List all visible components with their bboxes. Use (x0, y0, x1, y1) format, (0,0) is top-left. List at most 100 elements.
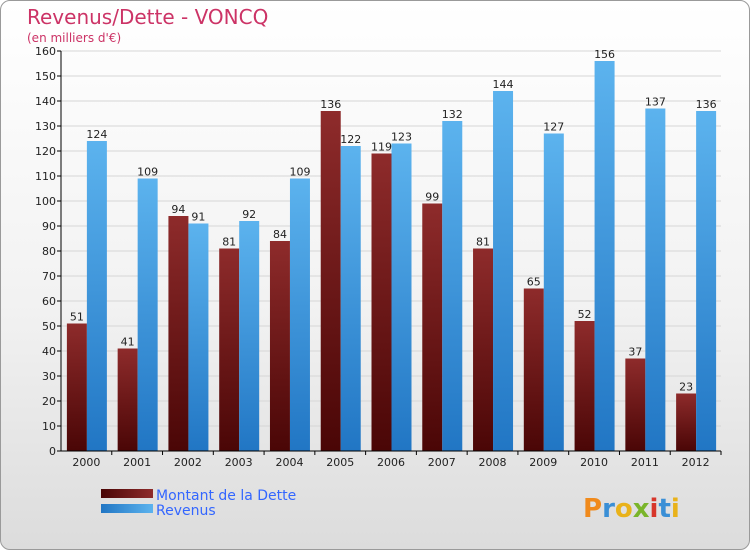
legend: Montant de la Dette Revenus (101, 488, 296, 519)
data-label-dette: 23 (679, 381, 693, 394)
chart-subtitle: (en milliers d'€) (27, 31, 121, 45)
bar-dette (523, 288, 544, 451)
bar-dette (625, 358, 646, 451)
y-tick-label: 40 (42, 345, 56, 358)
legend-label-revenus: Revenus (156, 503, 216, 519)
y-tick-label: 150 (35, 70, 56, 83)
data-label-revenus: 127 (543, 121, 564, 134)
bar-revenus (442, 121, 463, 451)
data-label-dette: 136 (320, 98, 341, 111)
bar-dette (168, 216, 189, 451)
bar-revenus (137, 178, 158, 451)
y-tick-label: 140 (35, 95, 56, 108)
y-tick-label: 70 (42, 270, 56, 283)
y-tick-label: 90 (42, 220, 56, 233)
y-tick-label: 30 (42, 370, 56, 383)
y-tick-label: 160 (35, 45, 56, 58)
y-tick-label: 50 (42, 320, 56, 333)
data-label-revenus: 136 (696, 98, 717, 111)
legend-swatch-debt (101, 489, 153, 498)
x-tick-label: 2006 (377, 456, 405, 469)
x-tick-label: 2007 (428, 456, 456, 469)
proxiti-logo: Proxiti (583, 494, 680, 524)
data-label-dette: 84 (273, 228, 287, 241)
x-tick-label: 2009 (529, 456, 557, 469)
data-label-revenus: 123 (391, 131, 412, 144)
x-tick-label: 2011 (631, 456, 659, 469)
data-label-dette: 65 (527, 276, 541, 289)
bar-dette (371, 153, 392, 451)
bar-dette (219, 248, 240, 451)
data-label-dette: 119 (371, 141, 392, 154)
bar-revenus (239, 221, 260, 451)
bar-revenus (696, 111, 717, 451)
data-label-dette: 81 (222, 236, 236, 249)
data-label-revenus: 91 (191, 211, 205, 224)
bar-dette (117, 348, 138, 451)
bar-revenus (188, 223, 209, 451)
x-tick-label: 2012 (682, 456, 710, 469)
bar-dette (320, 111, 341, 451)
bar-dette (269, 241, 290, 451)
data-label-dette: 52 (578, 308, 592, 321)
bar-revenus (594, 61, 615, 451)
x-tick-label: 2002 (174, 456, 202, 469)
logo-letter: P (583, 494, 602, 524)
legend-swatch-revenus (101, 504, 153, 513)
y-tick-label: 110 (35, 170, 56, 183)
bar-revenus (543, 133, 564, 451)
bar-dette (473, 248, 494, 451)
x-tick-label: 2000 (72, 456, 100, 469)
data-label-revenus: 132 (442, 108, 463, 121)
data-label-dette: 81 (476, 236, 490, 249)
data-label-revenus: 109 (137, 166, 158, 179)
data-label-revenus: 92 (242, 208, 256, 221)
x-tick-label: 2003 (225, 456, 253, 469)
bar-revenus (289, 178, 310, 451)
bar-revenus (645, 108, 666, 451)
x-axis-ticks: 2000 2001 2002 2003 2004 2005 2006 2007 2008 2009… (72, 451, 722, 469)
y-axis-ticks: 0 10 20 30 40 50 60 70 80 90 100 110 120 130 140 150 160 (35, 45, 61, 458)
data-label-dette: 41 (121, 336, 135, 349)
legend-label-debt: Montant de la Dette (156, 488, 296, 504)
logo-text: Proxiti (583, 494, 680, 524)
logo-letter: i (671, 494, 680, 524)
data-label-revenus: 137 (645, 96, 666, 109)
logo-letter: x (633, 494, 650, 524)
bar-revenus (391, 143, 412, 451)
logo-letter: r (602, 494, 615, 524)
bar-dette (422, 203, 443, 451)
bar-dette (574, 321, 595, 451)
data-label-dette: 37 (628, 346, 642, 359)
bars (66, 61, 717, 451)
y-tick-label: 20 (42, 395, 56, 408)
y-tick-label: 130 (35, 120, 56, 133)
bar-dette (676, 393, 697, 451)
y-tick-label: 80 (42, 245, 56, 258)
y-tick-label: 60 (42, 295, 56, 308)
data-label-revenus: 156 (594, 48, 615, 61)
bar-revenus (493, 91, 514, 451)
logo-letter: i (650, 494, 659, 524)
x-tick-label: 2005 (326, 456, 354, 469)
data-label-dette: 51 (70, 311, 84, 324)
x-tick-label: 2008 (479, 456, 507, 469)
chart-title: Revenus/Dette - VONCQ (27, 5, 268, 29)
y-tick-label: 10 (42, 420, 56, 433)
y-tick-label: 0 (49, 445, 56, 458)
bar-revenus (340, 146, 361, 451)
bar-dette (66, 323, 87, 451)
data-label-dette: 99 (425, 191, 439, 204)
data-label-revenus: 122 (340, 133, 361, 146)
bar-revenus (86, 141, 107, 451)
data-label-revenus: 144 (493, 78, 514, 91)
data-label-dette: 94 (171, 203, 185, 216)
logo-letter: t (658, 494, 670, 524)
x-tick-label: 2010 (580, 456, 608, 469)
y-tick-label: 100 (35, 195, 56, 208)
logo-letter: o (615, 494, 633, 524)
data-label-revenus: 109 (289, 166, 310, 179)
